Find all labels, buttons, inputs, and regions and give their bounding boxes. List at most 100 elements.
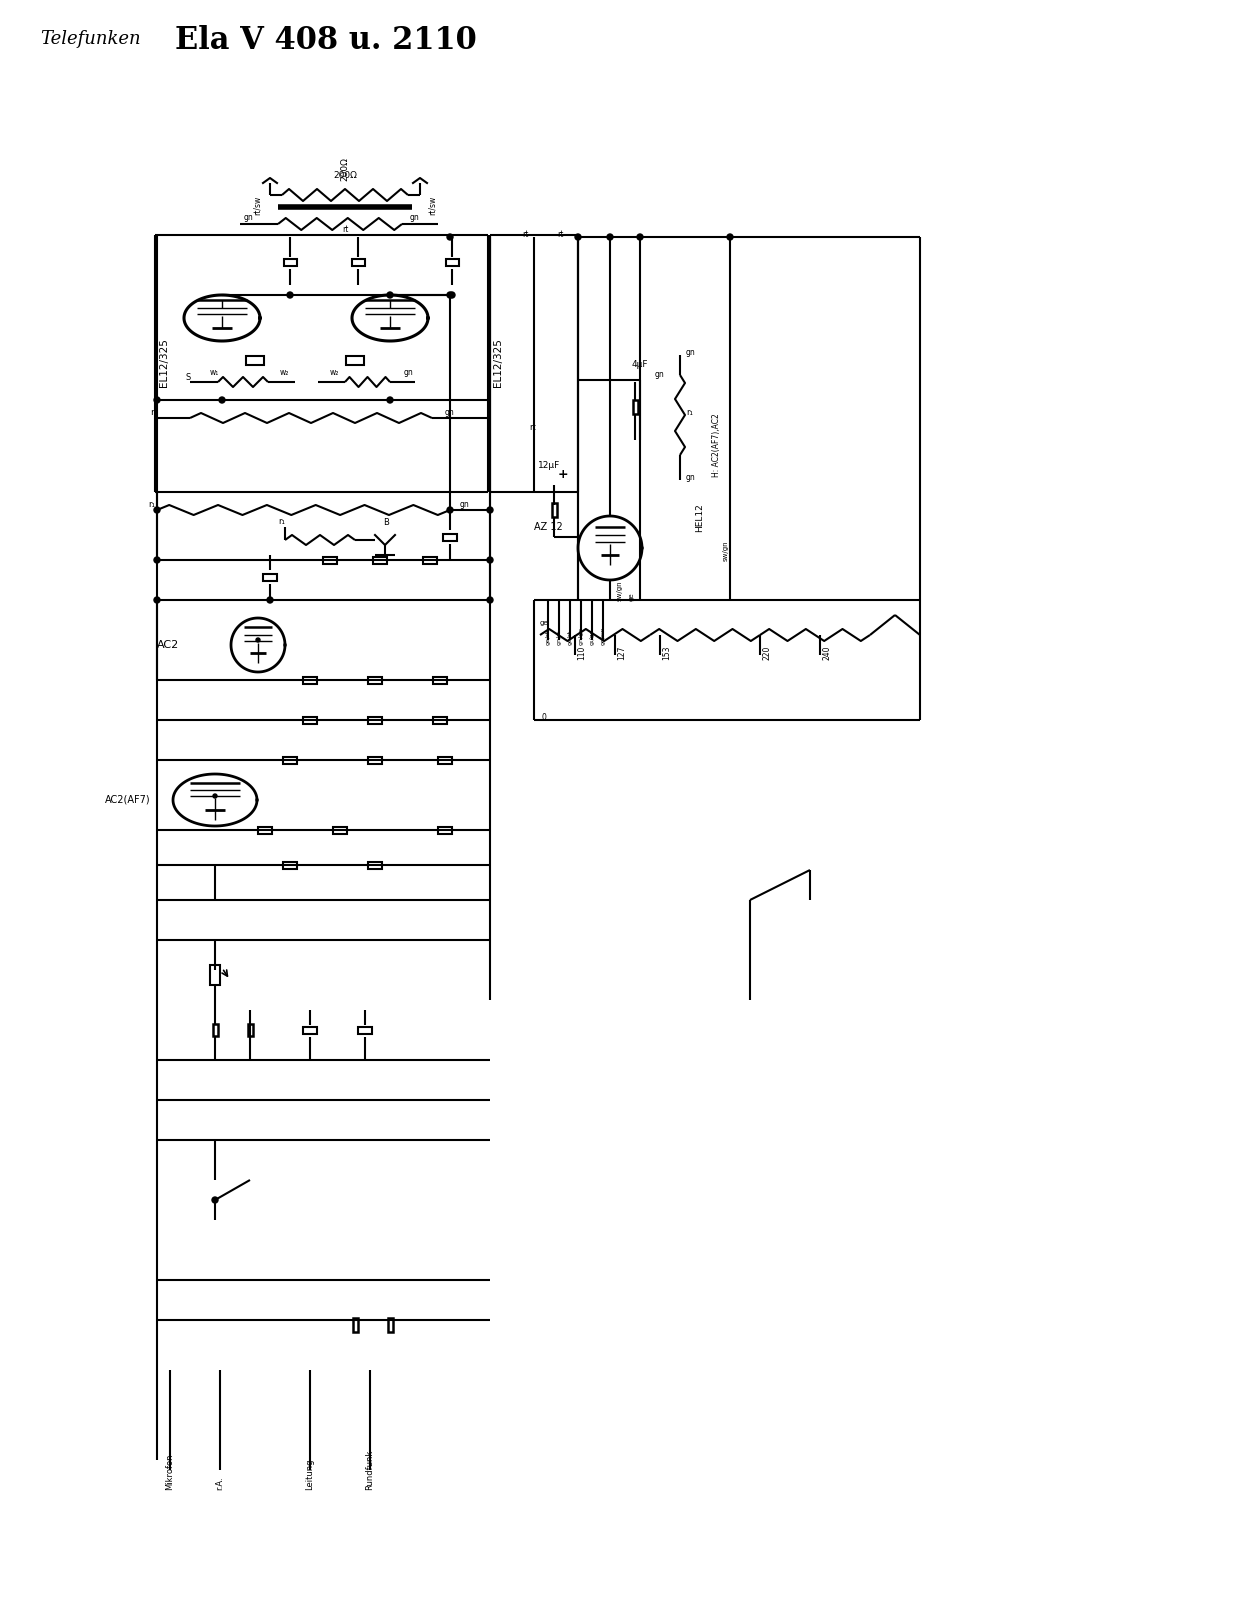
Text: 0: 0 — [542, 714, 547, 722]
Bar — [303, 677, 317, 683]
Bar — [632, 400, 637, 414]
Bar — [374, 557, 387, 563]
Text: r₁: r₁ — [150, 408, 157, 418]
Circle shape — [287, 291, 293, 298]
Bar — [353, 1318, 357, 1331]
Text: sw/gn: sw/gn — [617, 581, 623, 602]
Text: sw/gn: sw/gn — [722, 541, 729, 562]
Bar — [443, 533, 456, 541]
Circle shape — [487, 507, 494, 514]
Bar — [263, 573, 277, 581]
Text: 153: 153 — [662, 645, 670, 659]
Text: g₁/gn: g₁/gn — [590, 629, 595, 645]
Circle shape — [447, 291, 453, 298]
Text: rt/sw: rt/sw — [252, 195, 261, 214]
Text: ge/sw: ge/sw — [600, 627, 605, 645]
Bar — [438, 757, 452, 763]
Circle shape — [727, 234, 734, 240]
Circle shape — [447, 234, 453, 240]
Text: S: S — [186, 373, 190, 382]
Text: rt/sw: rt/sw — [428, 195, 437, 214]
Text: ge/rt: ge/rt — [546, 630, 550, 645]
Text: rt: rt — [557, 230, 563, 238]
Text: gn: gn — [687, 474, 695, 482]
Bar — [357, 1027, 372, 1034]
Bar — [367, 861, 382, 869]
Text: +: + — [558, 467, 568, 482]
Bar — [346, 355, 364, 365]
Text: gn: gn — [460, 499, 470, 509]
Circle shape — [575, 234, 581, 240]
Circle shape — [153, 597, 160, 603]
Bar — [445, 259, 459, 266]
Text: gn/rt: gn/rt — [557, 630, 562, 645]
Text: r.A.: r.A. — [215, 1477, 224, 1490]
Circle shape — [212, 1197, 218, 1203]
Text: gn/gn: gn/gn — [579, 627, 584, 645]
Text: Rundfunk: Rundfunk — [365, 1450, 375, 1490]
Text: 240: 240 — [823, 645, 831, 659]
Circle shape — [153, 397, 160, 403]
Bar — [351, 259, 365, 266]
Bar — [367, 717, 382, 723]
Text: w₂: w₂ — [280, 368, 289, 378]
Bar — [323, 557, 336, 563]
Bar — [247, 1024, 252, 1037]
Circle shape — [213, 794, 216, 798]
Text: Mikrofon: Mikrofon — [166, 1453, 174, 1490]
Bar — [283, 757, 297, 763]
Text: r₁: r₁ — [278, 517, 285, 526]
Bar — [259, 827, 272, 834]
Text: AZ 12: AZ 12 — [534, 522, 563, 531]
Text: 200Ω: 200Ω — [340, 157, 350, 181]
Bar — [438, 827, 452, 834]
Circle shape — [387, 397, 393, 403]
Bar — [433, 677, 447, 683]
Bar — [303, 1027, 317, 1034]
Bar — [367, 757, 382, 763]
Text: gn: gn — [244, 213, 252, 222]
Text: 127: 127 — [617, 646, 626, 659]
Bar — [552, 502, 557, 517]
Bar — [387, 1318, 392, 1331]
Bar — [433, 717, 447, 723]
Text: B: B — [383, 518, 388, 526]
Text: Telefunken: Telefunken — [40, 30, 141, 48]
Circle shape — [153, 507, 160, 514]
Text: r₁: r₁ — [687, 408, 693, 418]
Text: ge: ge — [541, 619, 549, 626]
Circle shape — [487, 557, 494, 563]
Text: H: AC2(AF7),AC2: H: AC2(AF7),AC2 — [713, 413, 721, 477]
Bar — [303, 717, 317, 723]
Bar — [246, 355, 263, 365]
Text: w₂: w₂ — [330, 368, 339, 378]
Circle shape — [153, 557, 160, 563]
Text: ge/rt: ge/rt — [568, 630, 573, 645]
Text: Leitung: Leitung — [306, 1459, 314, 1490]
Circle shape — [256, 638, 260, 642]
Text: HEL12: HEL12 — [695, 504, 705, 531]
Text: 220: 220 — [762, 646, 771, 659]
Bar — [367, 677, 382, 683]
Text: 200Ω: 200Ω — [333, 171, 357, 179]
Circle shape — [637, 234, 643, 240]
Text: rt: rt — [529, 422, 537, 432]
Text: 12µF: 12µF — [538, 461, 560, 470]
Bar — [283, 861, 297, 869]
Text: gn: gn — [687, 349, 695, 357]
Circle shape — [487, 597, 494, 603]
Text: gn: gn — [411, 213, 419, 222]
Bar — [333, 827, 348, 834]
Bar — [213, 1024, 218, 1037]
Text: ge: ge — [628, 592, 635, 602]
Text: gn: gn — [445, 408, 455, 418]
Text: w₁: w₁ — [210, 368, 219, 378]
Text: r₁: r₁ — [148, 499, 155, 509]
Text: rt: rt — [522, 230, 528, 238]
Text: EL12/325: EL12/325 — [494, 339, 503, 387]
Circle shape — [387, 291, 393, 298]
Circle shape — [267, 597, 273, 603]
Text: gn: gn — [404, 368, 413, 378]
Text: AC2(AF7): AC2(AF7) — [105, 795, 151, 805]
Circle shape — [607, 234, 614, 240]
